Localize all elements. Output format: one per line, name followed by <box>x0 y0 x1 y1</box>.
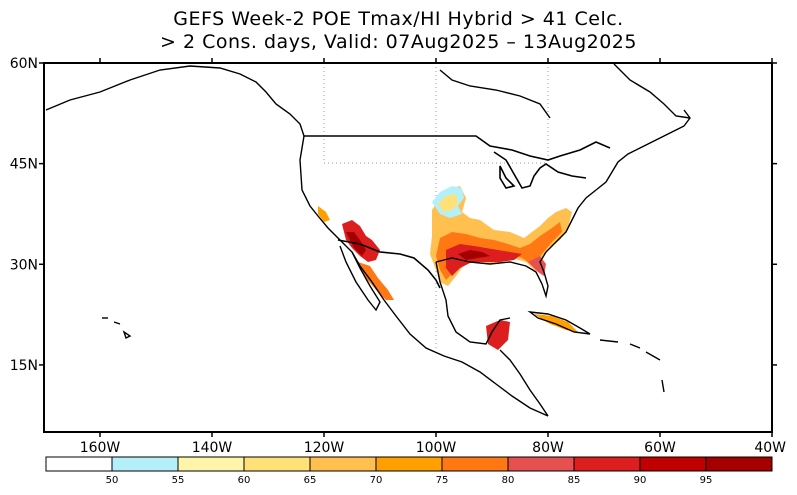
colorbar-swatch <box>507 456 575 472</box>
map-frame <box>43 62 773 433</box>
colorbar-label: 65 <box>304 475 317 486</box>
colorbar <box>45 456 773 472</box>
longitude-labels: 160W 140W 120W 100W 80W 60W 40W <box>80 440 786 456</box>
colorbar-label: 95 <box>700 475 713 486</box>
map-title: GEFS Week-2 POE Tmax/HI Hybrid > 41 Celc… <box>173 8 624 30</box>
borders <box>304 135 611 289</box>
colorbar-swatch <box>441 456 509 472</box>
lon-label: 60W <box>644 440 676 456</box>
lon-label: 100W <box>416 440 457 456</box>
colorbar-label: 55 <box>172 475 185 486</box>
heat-area-southeast <box>528 256 546 276</box>
colorbar-label: 85 <box>568 475 581 486</box>
lat-label: 15N <box>10 358 38 374</box>
colorbar-labels: 50 55 60 65 70 75 80 85 90 95 <box>106 475 713 486</box>
lon-label: 120W <box>304 440 345 456</box>
lon-label: 80W <box>532 440 564 456</box>
axis-ticks <box>39 58 777 437</box>
colorbar-swatch <box>375 456 443 472</box>
lon-label: 160W <box>80 440 121 456</box>
colorbar-label: 60 <box>238 475 251 486</box>
colorbar-swatch <box>573 456 641 472</box>
lat-label: 60N <box>10 56 38 72</box>
coastlines <box>45 63 691 417</box>
colorbar-label: 90 <box>634 475 647 486</box>
colorbar-label: 80 <box>502 475 515 486</box>
lat-label: 45N <box>10 157 38 173</box>
colorbar-swatch <box>705 456 773 472</box>
colorbar-label: 70 <box>370 475 383 486</box>
colorbar-label: 50 <box>106 475 119 486</box>
graticule <box>323 63 549 350</box>
colorbar-swatch <box>111 456 179 472</box>
lat-label: 30N <box>10 257 38 273</box>
lon-label: 40W <box>754 440 786 456</box>
lon-label: 140W <box>192 440 233 456</box>
colorbar-swatch <box>177 456 245 472</box>
heat-area-yucatan <box>486 320 510 350</box>
colorbar-swatch <box>243 456 311 472</box>
colorbar-swatch <box>639 456 707 472</box>
heat-area-southwest <box>342 220 380 262</box>
latitude-labels: 60N 45N 30N 15N <box>10 56 38 374</box>
map-subtitle: > 2 Cons. days, Valid: 07Aug2025 – 13Aug… <box>160 31 637 53</box>
colorbar-label: 75 <box>436 475 449 486</box>
colorbar-swatch <box>309 456 377 472</box>
heat-shading <box>318 186 578 350</box>
colorbar-swatch <box>45 456 113 472</box>
